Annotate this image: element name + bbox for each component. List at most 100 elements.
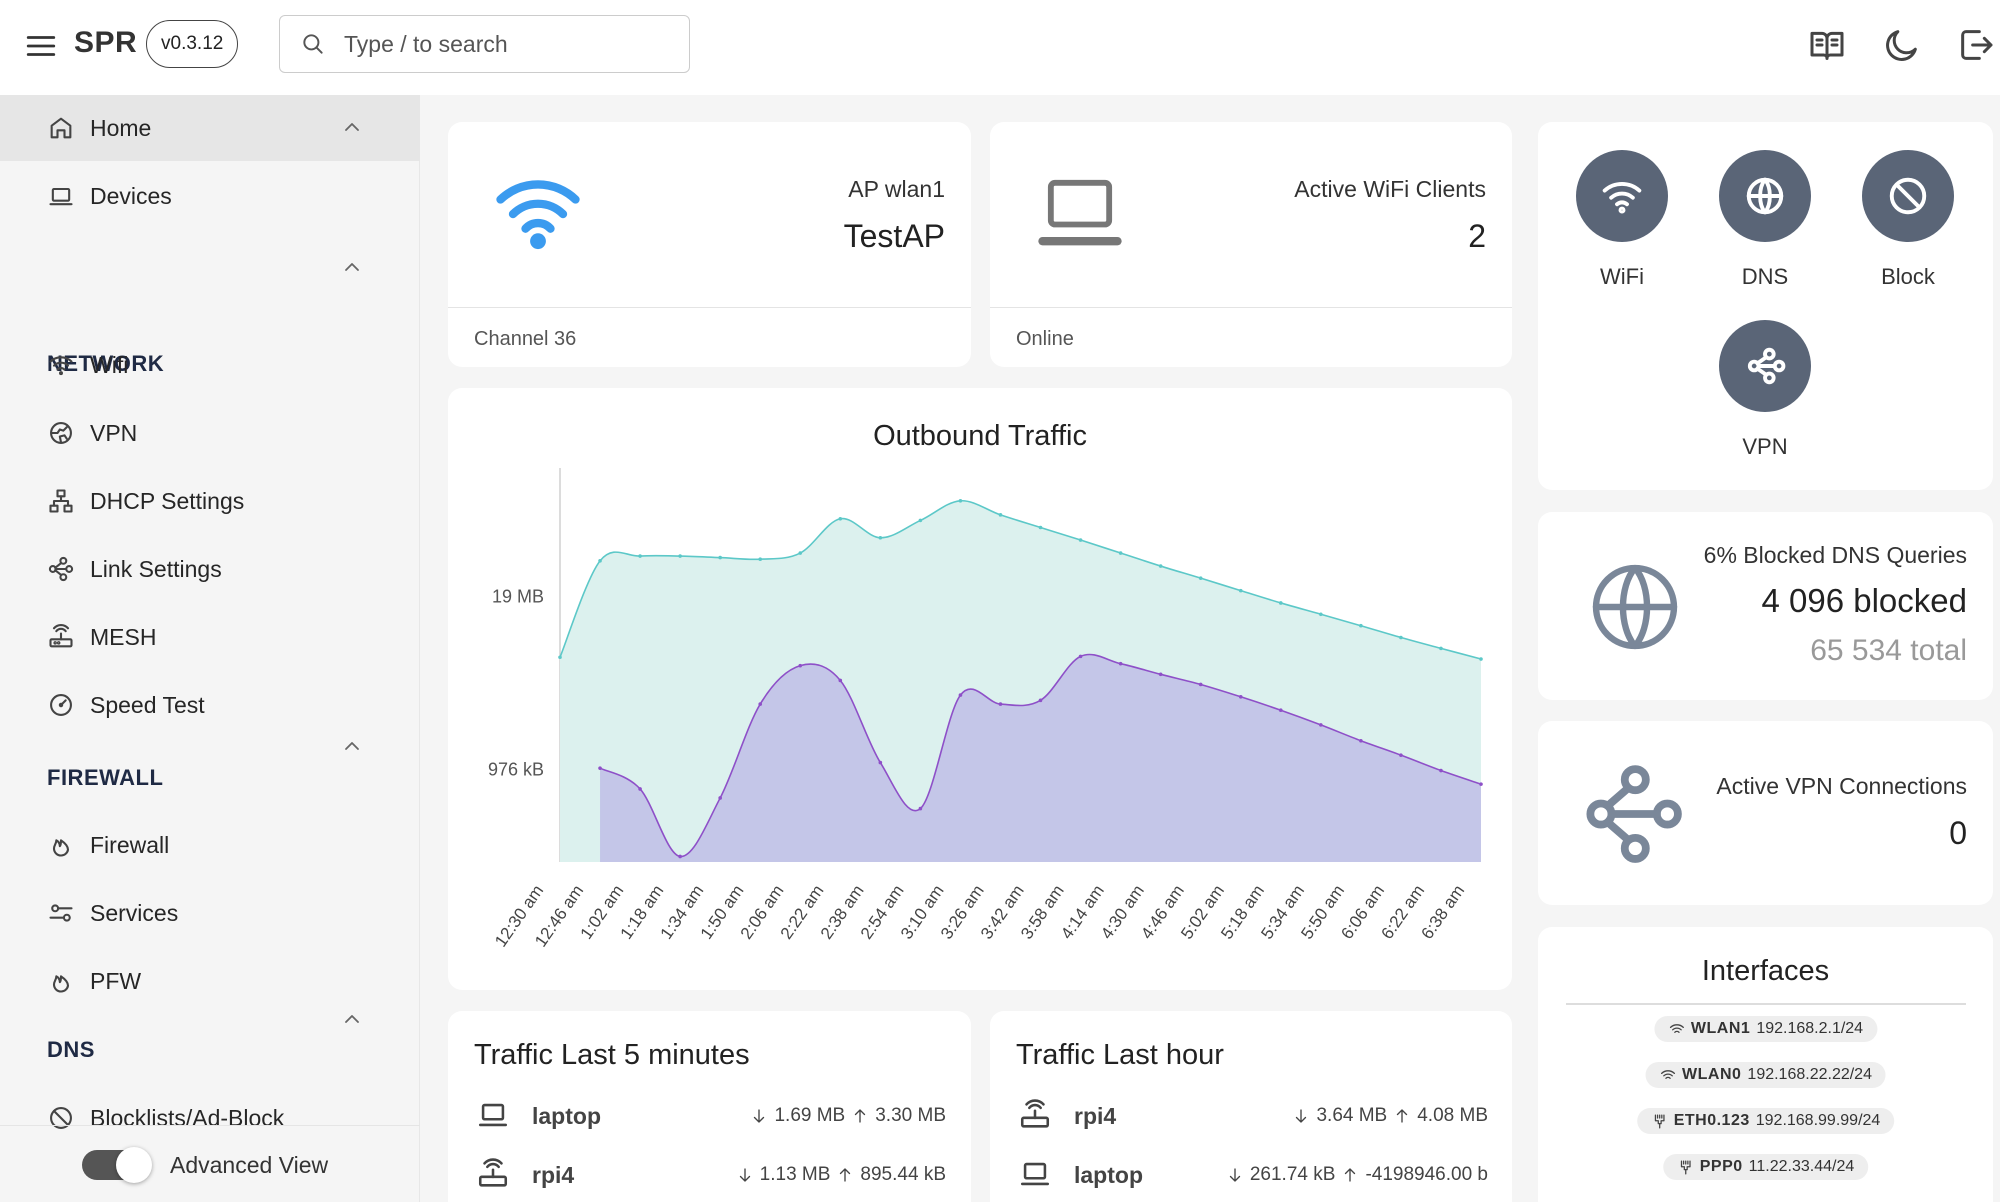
sidebar-item-services[interactable]: Services: [0, 880, 420, 946]
interface-badge-eth0-123[interactable]: ETH0.123 192.168.99.99/24: [1636, 1108, 1895, 1134]
block-quick-button[interactable]: [1862, 150, 1954, 242]
search-box[interactable]: [279, 15, 690, 73]
sidebar-item-label: PFW: [90, 967, 142, 994]
device-name: rpi4: [1074, 1103, 1117, 1129]
arrow-up-icon: [1397, 1109, 1408, 1123]
series-1-point: [798, 663, 803, 668]
interface-name: WLAN0: [1682, 1066, 1742, 1083]
home-icon: [50, 117, 72, 139]
sidebar-item-speed-test[interactable]: Speed Test: [0, 672, 420, 738]
clients-status: Online: [990, 307, 1512, 367]
sidebar-item-mesh[interactable]: MESH: [0, 604, 420, 670]
series-1-point: [1319, 723, 1323, 727]
chevron-up-icon[interactable]: [340, 255, 364, 279]
laptop-icon: [49, 187, 73, 206]
series-0-point: [558, 655, 562, 660]
dns-blocked-count: 4 096 blocked: [1761, 582, 1968, 619]
sidebar-item-label: Firewall: [90, 831, 170, 858]
series-1-point: [1158, 672, 1163, 677]
logout-icon[interactable]: [1956, 25, 1996, 65]
download-value: 261.74 kB: [1249, 1164, 1336, 1185]
outbound-traffic-card: Outbound Traffic 19 MB 976 kB 12:30 am 12:4…: [448, 388, 1512, 990]
series-1-point: [598, 766, 602, 770]
chevron-up-icon[interactable]: [340, 734, 364, 758]
sidebar-item-pfw[interactable]: PFW: [0, 948, 420, 1014]
dns-quick-label: DNS: [1741, 264, 1789, 289]
quick-actions-card: WiFi DNS Block VPN: [1538, 122, 1993, 490]
series-1-point: [1118, 661, 1123, 666]
ap-ssid: TestAP: [843, 218, 945, 254]
wifi-quick-button[interactable]: [1576, 150, 1668, 242]
search-input[interactable]: [344, 30, 664, 58]
section-dns[interactable]: DNS: [0, 1019, 420, 1079]
interface-badge-wlan1[interactable]: WLAN1 192.168.2.1/24: [1653, 1016, 1878, 1042]
book-icon[interactable]: [1807, 25, 1847, 65]
traffic-row[interactable]: laptop 1.69 MB 3.30 MB: [474, 1095, 946, 1135]
series-0-point: [958, 498, 963, 503]
sidebar-item-dhcp-settings[interactable]: DHCP Settings: [0, 468, 420, 534]
series-0-point: [1359, 623, 1363, 628]
brand-name[interactable]: SPR: [74, 26, 138, 59]
traffic-hour-title: Traffic Last hour: [1016, 1039, 1224, 1071]
sidebar-item-devices[interactable]: Devices: [0, 163, 420, 229]
series-1-point: [1359, 738, 1363, 743]
moon-icon[interactable]: [1882, 25, 1922, 65]
arrow-up-icon: [1345, 1168, 1356, 1182]
series-1-point: [718, 796, 722, 800]
laptop-icon: [1020, 1162, 1050, 1186]
sidebar-item-firewall[interactable]: Firewall: [0, 812, 420, 878]
menu-icon[interactable]: [24, 29, 58, 63]
interface-name: WLAN1: [1690, 1020, 1751, 1037]
sidebar-item-label: Services: [90, 899, 179, 926]
wifi-icon: [1669, 1023, 1684, 1033]
series-0-point: [1118, 551, 1123, 555]
interface-badge-wlan0[interactable]: WLAN0 192.168.22.22/24: [1645, 1062, 1886, 1088]
upload-value: 4.08 MB: [1417, 1105, 1488, 1126]
search-icon: [303, 34, 323, 54]
divider: [1566, 1003, 1966, 1005]
series-1-point: [1078, 654, 1083, 659]
ap-title: AP wlan1: [848, 176, 945, 202]
advanced-view-bar: Advanced View: [0, 1125, 420, 1202]
interface-name: ETH0.123: [1673, 1112, 1750, 1129]
sidebar-item-home[interactable]: Home: [0, 95, 420, 161]
wifi-quick-label: WiFi: [1600, 264, 1644, 289]
interface-badge-ppp0[interactable]: PPP0 11.22.33.44/24: [1662, 1154, 1869, 1180]
sidebar-item-label: DHCP Settings: [90, 487, 245, 514]
section-firewall[interactable]: FIREWALL: [0, 747, 420, 807]
interface-address: 192.168.2.1/24: [1756, 1020, 1864, 1037]
series-0-point: [718, 555, 722, 560]
dns-quick-button[interactable]: [1719, 150, 1811, 242]
router-icon: [478, 1158, 508, 1187]
router-icon: [49, 624, 73, 648]
sidebar-item-link-settings[interactable]: Link Settings: [0, 536, 420, 602]
device-name: laptop: [532, 1103, 601, 1129]
globe-network-icon: [50, 422, 72, 444]
advanced-view-toggle[interactable]: [82, 1147, 152, 1183]
sidebar-item-vpn[interactable]: VPN: [0, 400, 420, 466]
sidebar-item-blocklists[interactable]: Blocklists/Ad-Block: [0, 1085, 420, 1151]
arrow-down-icon: [754, 1109, 765, 1123]
interface-name: PPP0: [1699, 1158, 1743, 1175]
series-0-point: [678, 554, 682, 558]
series-0-point: [1198, 576, 1203, 580]
wifi-icon: [1602, 182, 1642, 214]
traffic-row[interactable]: laptop 261.74 kB -4198946.00 b: [1016, 1154, 1488, 1194]
laptop-icon: [478, 1103, 508, 1127]
interfaces-card: Interfaces WLAN1 192.168.2.1/24 WLAN0 19…: [1538, 927, 1993, 1202]
ethernet-icon: [1654, 1113, 1665, 1129]
wifi-icon: [496, 180, 580, 250]
sidebar-item-label: VPN: [90, 419, 138, 446]
flame-icon: [52, 839, 70, 857]
traffic-row[interactable]: rpi4 1.13 MB 895.44 kB: [474, 1154, 946, 1194]
y-tick-label: 976 kB: [488, 760, 544, 780]
traffic-row[interactable]: rpi4 3.64 MB 4.08 MB: [1016, 1095, 1488, 1135]
vpn-quick-button[interactable]: [1719, 320, 1811, 412]
series-0-point: [758, 557, 763, 561]
clients-title: Active WiFi Clients: [1294, 176, 1486, 202]
sidebar-item-wifi[interactable]: Wifi: [0, 332, 420, 398]
chevron-up-icon[interactable]: [340, 1007, 364, 1031]
sidebar-item-label: MESH: [90, 623, 157, 650]
interface-address: 11.22.33.44/24: [1748, 1158, 1855, 1175]
